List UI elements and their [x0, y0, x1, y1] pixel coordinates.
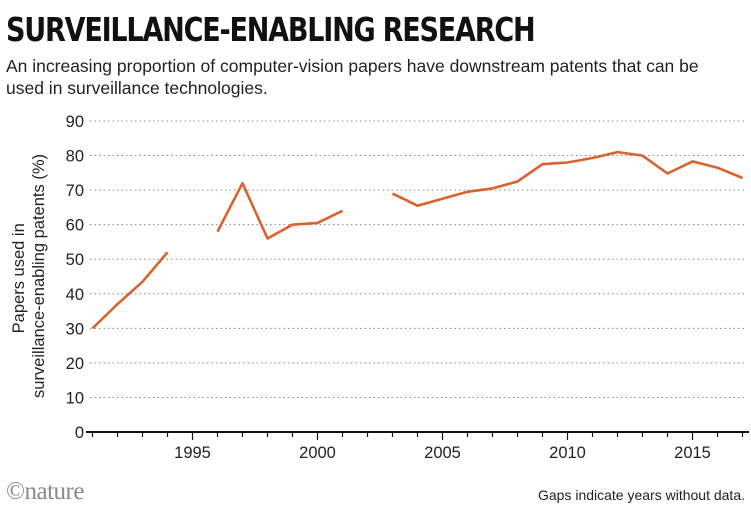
data-series: [91, 150, 743, 330]
chart-title: SURVEILLANCE-ENABLING RESEARCH: [6, 10, 536, 49]
y-tick-label-10: 10: [66, 389, 84, 407]
y-tick-label-50: 50: [66, 251, 84, 269]
x-tick-label-2010: 2010: [549, 444, 586, 462]
x-tick-label-1995: 1995: [174, 444, 211, 462]
y-tick-label-80: 80: [66, 148, 84, 166]
y-tick-labels: 0 10 20 30 40 50 60 70 80 90: [66, 113, 84, 442]
series-line-segment-3: [391, 150, 743, 207]
chart-subtitle: An increasing proportion of computer-vis…: [6, 56, 699, 98]
nature-logo: ©nature: [6, 478, 84, 505]
y-tick-label-90: 90: [66, 113, 84, 131]
y-tick-label-40: 40: [66, 286, 84, 304]
x-tick-label-2015: 2015: [674, 444, 711, 462]
y-tick-label-20: 20: [66, 355, 84, 373]
y-tick-label-30: 30: [66, 320, 84, 338]
y-tick-label-60: 60: [66, 217, 84, 235]
x-tick-labels: 1995 2000 2005 2010 2015: [174, 444, 711, 462]
axes: [86, 431, 749, 440]
y-axis-label-line-1: Papers used in: [10, 223, 28, 333]
y-axis-label: Papers used in surveillance-enabling pat…: [10, 154, 48, 398]
gridlines: [90, 120, 745, 398]
y-tick-label-70: 70: [66, 182, 84, 200]
x-tick-label-2005: 2005: [424, 444, 461, 462]
series-line-segment-1: [91, 251, 169, 330]
footnote: Gaps indicate years without data.: [537, 487, 745, 503]
y-axis-label-line-2: surveillance-enabling patents (%): [30, 154, 48, 398]
x-tick-label-2000: 2000: [299, 444, 336, 462]
y-tick-label-0: 0: [75, 424, 84, 442]
series-line-segment-2: [216, 181, 344, 240]
